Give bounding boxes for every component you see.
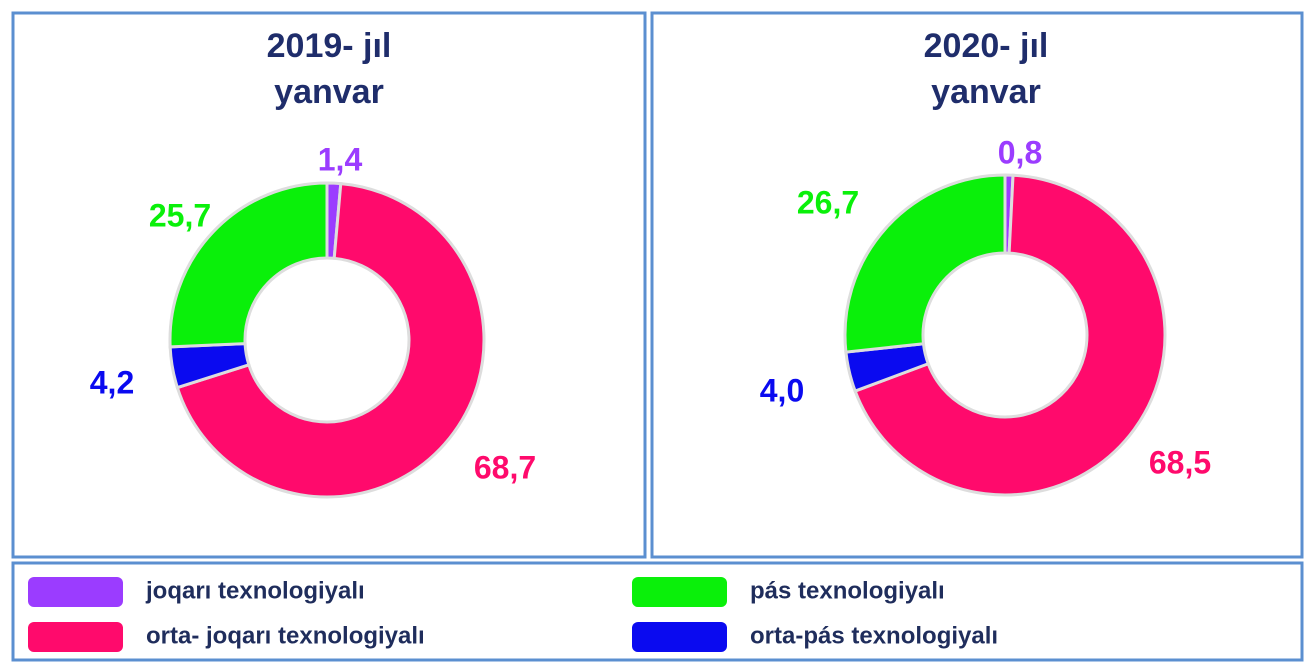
legend-label: orta- joqarı texnologiyalı	[146, 622, 425, 649]
legend-label: joqarı texnologiyalı	[145, 577, 365, 604]
data-label: 0,8	[998, 134, 1042, 170]
legend-swatch	[632, 577, 727, 607]
data-label: 25,7	[149, 197, 211, 233]
donut-slice	[168, 181, 329, 349]
panel	[11, 11, 647, 559]
donut-slice	[853, 173, 1167, 497]
donut-slice	[843, 173, 1007, 354]
chart-title: 2019- jıl	[267, 27, 392, 65]
legend-box	[11, 561, 1304, 662]
data-label: 4,0	[760, 372, 804, 408]
legend-swatch	[632, 622, 727, 652]
data-label: 1,4	[318, 141, 363, 177]
data-label: 26,7	[797, 184, 859, 220]
panel	[650, 11, 1304, 559]
data-label: 68,5	[1149, 444, 1211, 480]
legend-label: orta-pás texnologiyalı	[750, 622, 998, 649]
donut-slice	[175, 181, 486, 499]
data-label: 68,7	[474, 449, 536, 485]
data-label: 4,2	[90, 364, 134, 400]
chart-subtitle: yanvar	[931, 73, 1041, 111]
chart-subtitle: yanvar	[274, 73, 384, 111]
legend-swatch	[28, 622, 123, 652]
legend-label: pás texnologiyalı	[750, 577, 945, 604]
chart-title: 2020- jıl	[924, 27, 1049, 65]
legend-swatch	[28, 577, 123, 607]
